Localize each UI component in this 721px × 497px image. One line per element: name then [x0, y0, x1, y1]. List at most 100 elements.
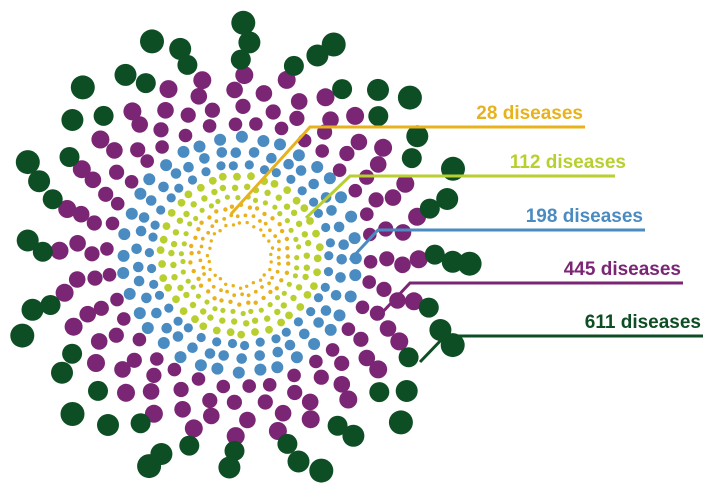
lime-dot [212, 326, 221, 335]
yellow-dot [286, 261, 291, 266]
lime-dot [295, 220, 303, 227]
yellow-dot [199, 244, 204, 249]
yellow-dot [240, 292, 245, 297]
lime-dot [195, 293, 201, 299]
lime-dot [159, 274, 168, 282]
lime-dot [167, 209, 176, 217]
yellow-dot [214, 209, 219, 214]
blue-dot [138, 212, 150, 223]
callout-line-28 [229, 125, 585, 216]
lime-dot [292, 196, 301, 205]
lime-dot [283, 203, 291, 210]
purple-dot [358, 349, 376, 367]
blue-dot [320, 282, 330, 292]
blue-dot [118, 228, 131, 241]
purple-dot [316, 88, 335, 107]
green-dot [401, 148, 422, 169]
lime-dot [270, 180, 279, 188]
lime-dot [288, 227, 294, 233]
lime-dot [211, 188, 218, 196]
yellow-dot [206, 230, 211, 235]
blue-dot [333, 309, 346, 322]
purple-dot [226, 394, 242, 410]
lime-dot [164, 283, 173, 292]
lime-dot [178, 251, 184, 257]
green-dot [231, 10, 256, 35]
yellow-dot [277, 222, 282, 227]
blue-dot [173, 316, 183, 326]
blue-dot [174, 351, 187, 364]
blue-dot [183, 323, 193, 333]
yellow-dot [253, 300, 258, 305]
blue-dot [123, 287, 136, 300]
blue-dot [323, 172, 336, 185]
purple-dot [68, 271, 86, 288]
blue-dot [274, 138, 286, 151]
blue-dot [145, 195, 157, 206]
yellow-dot [206, 289, 211, 294]
green-dot [230, 49, 251, 70]
blue-dot [227, 338, 238, 349]
yellow-dot [201, 265, 206, 270]
lime-dot [219, 317, 226, 324]
purple-dot [117, 383, 135, 402]
purple-dot [289, 110, 305, 126]
purple-dot [374, 138, 393, 157]
purple-dot [249, 117, 263, 131]
purple-dot [64, 317, 83, 336]
lime-dot [156, 246, 165, 255]
green-dot [224, 440, 245, 461]
blue-dot [216, 147, 228, 158]
purple-dot [334, 355, 350, 371]
yellow-dot [196, 276, 201, 281]
lime-dot [292, 273, 298, 279]
yellow-dot [189, 243, 194, 249]
yellow-dot [279, 278, 284, 283]
blue-dot [117, 249, 130, 262]
yellow-dot [262, 233, 266, 238]
green-dot [97, 414, 119, 436]
yellow-dot [277, 247, 281, 252]
green-dot [51, 361, 73, 384]
blue-dot [174, 183, 184, 193]
purple-dot [142, 383, 160, 400]
lime-dot [290, 209, 298, 216]
blue-dot [228, 161, 238, 171]
purple-dot [180, 107, 196, 123]
blue-dot [154, 290, 165, 300]
purple-dot [287, 384, 303, 401]
purple-dot [313, 369, 329, 385]
yellow-dot [277, 239, 281, 244]
green-dot [342, 424, 365, 447]
blue-dot [144, 248, 154, 258]
lime-dot [199, 322, 208, 331]
blue-dot [244, 160, 254, 170]
lime-dot [218, 172, 227, 181]
yellow-dot [207, 215, 212, 220]
blue-dot [266, 152, 277, 164]
blue-dot [232, 366, 245, 379]
green-dot [436, 188, 459, 210]
purple-dot [126, 352, 142, 368]
lime-dot [264, 189, 271, 196]
purple-dot [384, 189, 402, 206]
yellow-dot [231, 223, 236, 227]
yellow-dot [219, 298, 224, 303]
blue-dot [320, 305, 332, 316]
lime-dot [170, 240, 178, 248]
yellow-dot [224, 223, 228, 228]
lime-dot [305, 239, 312, 247]
green-dot [287, 450, 310, 473]
yellow-dot [251, 281, 256, 285]
label-198-diseases: 198 diseases [526, 206, 643, 227]
blue-dot [150, 220, 160, 230]
green-dot [15, 150, 40, 175]
purple-dot [376, 281, 392, 297]
blue-dot [271, 168, 281, 178]
yellow-dot [211, 284, 216, 289]
lime-dot [296, 303, 305, 311]
purple-dot [274, 404, 292, 422]
yellow-dot [212, 296, 217, 301]
yellow-dot [243, 213, 248, 218]
lime-dot [274, 308, 281, 316]
